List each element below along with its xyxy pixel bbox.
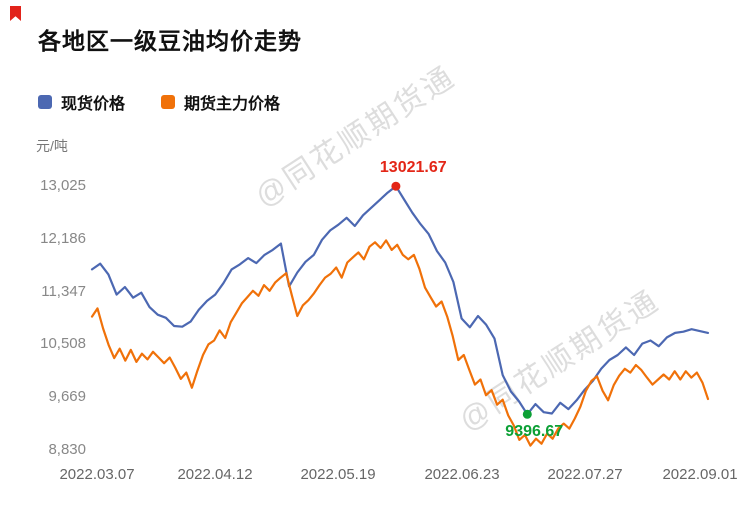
- legend-label-spot-price: 现货价格: [61, 96, 126, 113]
- spot-price-swatch-icon: [38, 95, 52, 109]
- x-tick-label: 2022.04.12: [177, 466, 253, 483]
- y-tick-label: 8,830: [48, 441, 86, 458]
- legend-label-futures-price: 期货主力价格: [184, 96, 281, 113]
- legend: 现货价格 期货主力价格: [38, 90, 280, 114]
- legend-item-spot-price[interactable]: 现货价格: [38, 90, 125, 114]
- x-tick-label: 2022.05.19: [300, 466, 376, 483]
- y-tick-label: 12,186: [40, 230, 86, 247]
- max-value-label: 13021.67: [379, 159, 447, 177]
- y-tick-label: 9,669: [48, 388, 86, 405]
- futures-price-swatch-icon: [161, 95, 176, 109]
- y-tick-label: 10,508: [40, 335, 86, 352]
- x-tick-label: 2022.03.07: [59, 466, 135, 483]
- chart-title: 各地区一级豆油均价走势: [38, 28, 302, 54]
- x-tick-label: 2022.09.01: [662, 466, 738, 483]
- corner-logo-icon: [10, 6, 21, 21]
- y-tick-label: 13,025: [40, 177, 86, 194]
- y-axis-unit-label: 元/吨: [36, 138, 68, 154]
- x-tick-label: 2022.06.23: [424, 466, 500, 483]
- min-value-label: 9396.67: [505, 423, 564, 441]
- x-tick-label: 2022.07.27: [547, 466, 623, 483]
- y-tick-label: 11,347: [41, 283, 86, 300]
- legend-item-futures-price[interactable]: 期货主力价格: [161, 90, 280, 114]
